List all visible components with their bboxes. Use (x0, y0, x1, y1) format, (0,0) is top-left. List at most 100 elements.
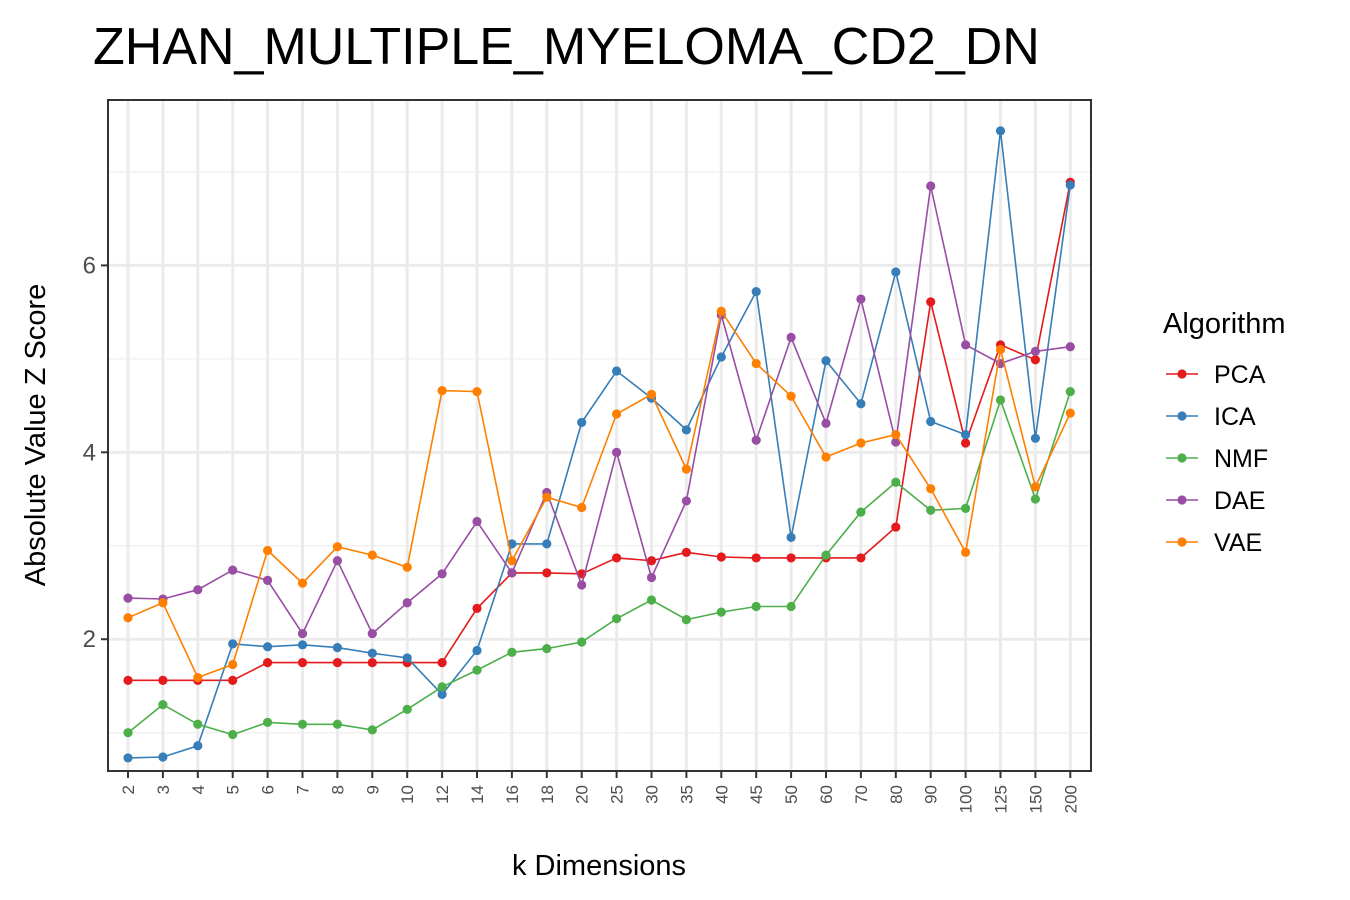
data-point-ica (612, 366, 622, 376)
data-point-ica (123, 753, 133, 763)
x-tick-label: 125 (992, 785, 1011, 813)
data-point-dae (961, 340, 971, 350)
data-point-nmf (542, 643, 552, 654)
data-point-vae (646, 389, 657, 399)
data-point-pca (297, 657, 308, 668)
data-point-ica (751, 286, 761, 297)
data-point-nmf (402, 704, 412, 714)
data-point-nmf (961, 503, 971, 513)
data-point-vae (123, 613, 133, 623)
data-point-nmf (1030, 494, 1040, 504)
data-point-vae (577, 502, 587, 513)
data-point-pca (681, 547, 692, 557)
legend-key-point (1177, 495, 1187, 505)
x-tick-label: 200 (1061, 785, 1080, 813)
data-point-pca (926, 297, 936, 307)
x-tick-label: 5 (224, 785, 243, 794)
legend-key-point (1177, 453, 1187, 463)
data-point-vae (437, 386, 447, 396)
data-point-nmf (891, 477, 901, 487)
data-point-pca (472, 603, 482, 613)
data-point-vae (856, 438, 866, 448)
data-point-dae (751, 435, 761, 445)
data-point-dae (646, 572, 657, 583)
data-point-ica (821, 356, 831, 366)
data-point-pca (1030, 355, 1040, 365)
x-tick-label: 90 (922, 785, 941, 804)
x-tick-label: 70 (852, 785, 871, 804)
series-vae (123, 306, 1075, 683)
x-tick-label: 40 (712, 785, 731, 804)
data-point-pca (891, 522, 901, 532)
data-point-vae (402, 562, 412, 572)
data-point-nmf (158, 700, 168, 710)
data-point-ica (263, 642, 273, 652)
data-point-pca (228, 675, 238, 685)
plot-background (108, 100, 1091, 771)
data-point-ica (856, 399, 866, 409)
x-tick-label: 35 (677, 785, 696, 804)
data-point-vae (995, 344, 1006, 355)
data-point-ica (577, 417, 587, 428)
x-tick-label: 6 (259, 785, 278, 794)
series-line-nmf (127, 391, 1072, 736)
data-point-dae (891, 437, 901, 447)
data-point-vae (926, 484, 936, 494)
data-point-ica (437, 689, 447, 699)
x-tick-label: 80 (887, 785, 906, 804)
data-point-dae (856, 294, 866, 304)
data-point-ica (228, 639, 238, 649)
series-nmf (123, 386, 1075, 740)
data-point-ica (1030, 433, 1040, 443)
x-tick-label: 9 (363, 785, 382, 794)
legend-item-pca: PCA (1166, 361, 1266, 389)
legend-label: VAE (1214, 529, 1262, 557)
data-point-ica (193, 741, 203, 751)
legend-label: DAE (1214, 487, 1265, 515)
data-point-vae (891, 429, 901, 440)
x-tick-label: 18 (538, 785, 557, 804)
x-tick-label: 50 (782, 785, 801, 804)
data-point-nmf (297, 719, 308, 729)
data-point-pca (263, 657, 273, 668)
data-point-vae (751, 358, 761, 369)
data-point-pca (542, 568, 552, 578)
data-point-dae (437, 569, 447, 579)
data-point-dae (821, 418, 831, 428)
x-tick-label: 150 (1026, 785, 1045, 813)
data-point-nmf (367, 725, 377, 735)
data-point-pca (158, 675, 168, 685)
data-point-nmf (228, 729, 238, 740)
data-point-nmf (716, 607, 726, 617)
legend-item-nmf: NMF (1166, 445, 1268, 473)
data-point-ica (891, 267, 901, 277)
x-axis-title: k Dimensions (512, 850, 686, 882)
x-tick-label: 14 (468, 785, 487, 804)
legend-key-point (1177, 411, 1187, 421)
data-point-vae (472, 386, 482, 397)
data-point-dae (402, 598, 412, 608)
y-axis-title: Absolute Value Z Score (20, 284, 52, 587)
x-tick-label: 10 (398, 785, 417, 804)
data-point-vae (297, 578, 308, 588)
data-point-pca (612, 553, 622, 563)
data-point-nmf (507, 647, 517, 657)
data-point-vae (542, 492, 552, 502)
data-point-dae (681, 496, 692, 506)
data-point-vae (193, 672, 203, 683)
data-point-vae (681, 464, 692, 474)
data-point-pca (646, 556, 657, 566)
series-line-pca (128, 182, 1072, 682)
data-point-nmf (472, 665, 482, 675)
legend-label: ICA (1214, 403, 1256, 431)
data-point-vae (332, 542, 342, 552)
chart-title: ZHAN_MULTIPLE_MYELOMA_CD2_DN (93, 18, 1040, 76)
data-point-dae (577, 580, 587, 590)
data-point-dae (297, 629, 308, 639)
data-point-nmf (332, 719, 342, 729)
data-point-pca (716, 552, 726, 562)
data-point-nmf (646, 595, 657, 605)
x-tick-label: 12 (433, 785, 452, 804)
data-point-ica (367, 648, 377, 658)
legend-item-vae: VAE (1166, 529, 1262, 557)
